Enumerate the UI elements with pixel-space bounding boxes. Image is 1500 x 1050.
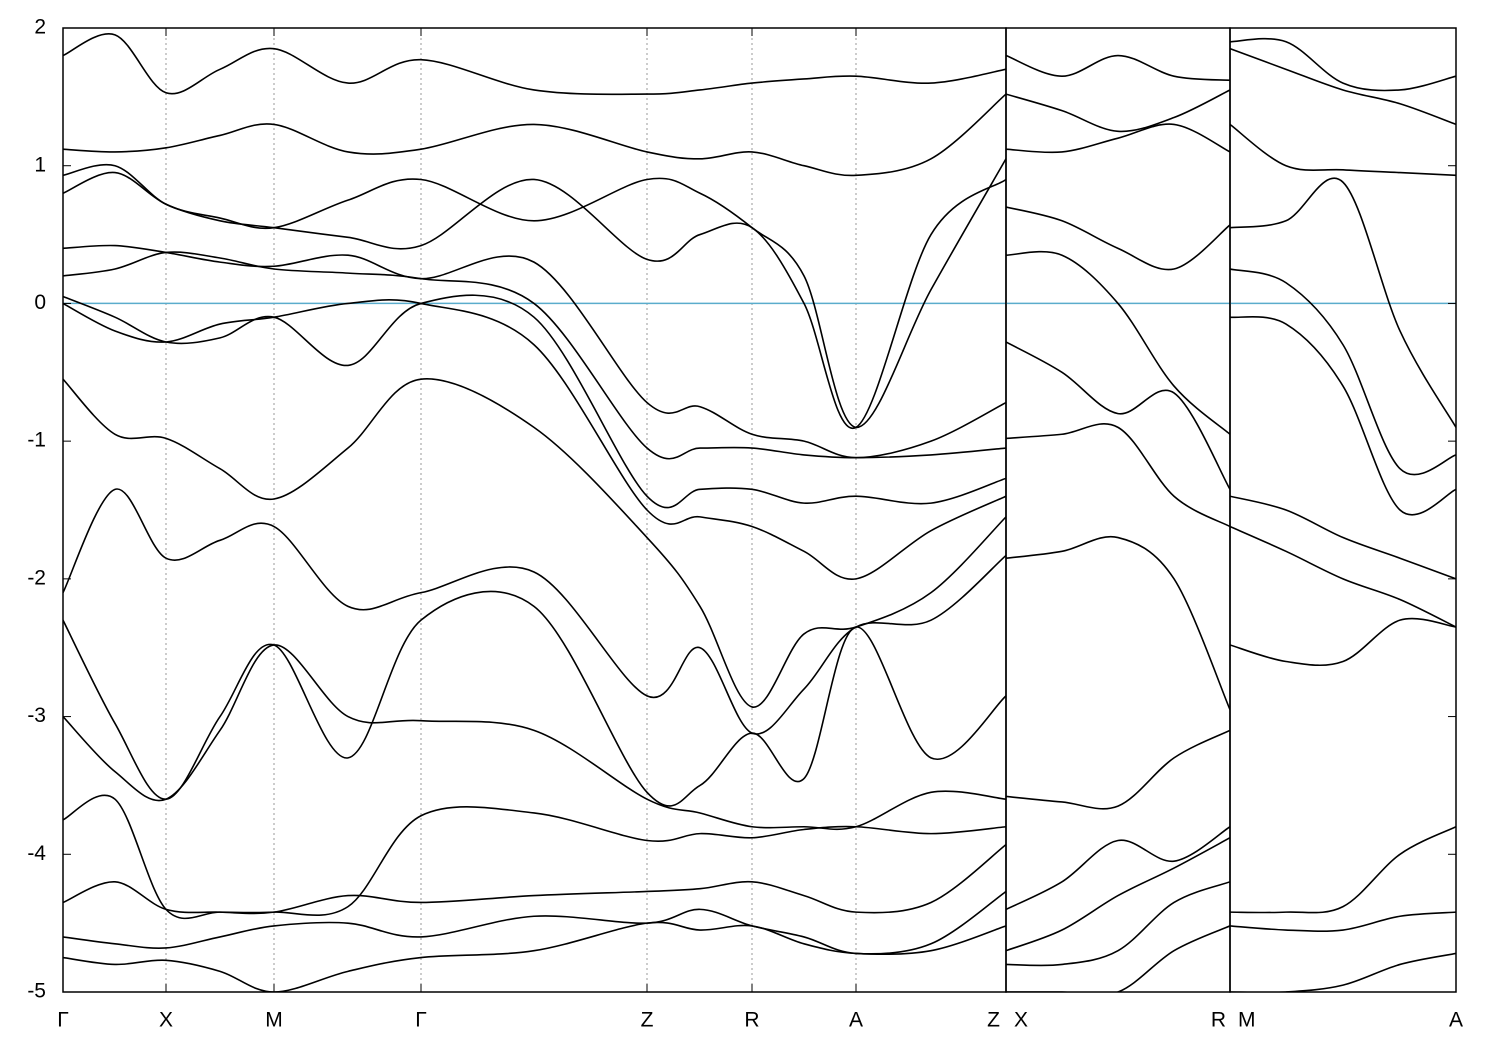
- band-line: [1230, 177, 1456, 428]
- x-tick-label: Z: [641, 1009, 654, 1032]
- x-tick-label: M: [265, 1009, 283, 1032]
- band-line: [63, 488, 1006, 735]
- band-line: [1230, 525, 1456, 628]
- band-line: [1006, 54, 1230, 82]
- band-line: [1230, 495, 1456, 580]
- x-tick-label: R: [1211, 1009, 1226, 1032]
- band-line: [63, 378, 1006, 708]
- band-line: [1006, 341, 1230, 490]
- band-line: [63, 244, 1006, 459]
- band-line: [1230, 617, 1456, 667]
- y-tick-label: -5: [27, 980, 46, 1003]
- x-tick-label: Γ: [57, 1009, 69, 1032]
- y-tick-label: -2: [27, 566, 46, 589]
- y-tick-label: 0: [34, 291, 46, 314]
- band-line: [1230, 268, 1456, 476]
- band-line: [63, 33, 1006, 96]
- band-line: [1006, 423, 1230, 528]
- bands: [1006, 54, 1230, 992]
- band-line: [63, 921, 1006, 992]
- x-tick-label: X: [1014, 1009, 1028, 1032]
- panel-frame: [1229, 27, 1457, 993]
- band-line: [1230, 315, 1456, 516]
- x-tick-label: M: [1238, 1009, 1256, 1032]
- band-line: [63, 171, 1006, 429]
- band-line: [1006, 89, 1230, 133]
- band-line: [63, 251, 1006, 460]
- y-tick-label: 2: [34, 16, 46, 39]
- panel-frame: [62, 27, 1007, 993]
- band-line: [1006, 729, 1230, 810]
- x-tick-label: X: [159, 1009, 173, 1032]
- band-line: [1006, 826, 1230, 911]
- band-line: [63, 890, 1006, 955]
- band-line: [1006, 535, 1230, 711]
- x-tick-label: Γ: [415, 1009, 427, 1032]
- band-line: [63, 590, 1006, 807]
- band-line: [1006, 925, 1230, 992]
- x-tick-label: A: [1449, 1009, 1463, 1032]
- band-line: [1006, 123, 1230, 154]
- band-line: [1230, 123, 1456, 177]
- y-tick-label: -4: [27, 842, 46, 865]
- band-line: [1230, 37, 1456, 92]
- x-tick-label: A: [849, 1009, 863, 1032]
- bands: [63, 33, 1006, 992]
- bands: [1230, 37, 1456, 992]
- band-line: [63, 93, 1006, 177]
- panel-frame: [1005, 27, 1231, 993]
- band-line: [1006, 250, 1230, 435]
- band-line: [63, 794, 1006, 920]
- band-line: [63, 644, 1006, 831]
- y-tick-label: -1: [27, 429, 46, 452]
- band-line: [1230, 47, 1456, 126]
- band-line: [1230, 911, 1456, 933]
- band-line: [1230, 826, 1456, 914]
- band-line: [1006, 881, 1230, 967]
- x-tick-label: Z: [987, 1009, 1000, 1032]
- band-line: [63, 158, 1006, 429]
- band-line: [63, 299, 1006, 580]
- band-line: [1006, 206, 1230, 271]
- x-tick-label: R: [744, 1009, 759, 1032]
- band-line: [1230, 952, 1456, 992]
- band-line: [63, 294, 1006, 509]
- band-line: [63, 844, 1006, 915]
- band-line: [1006, 837, 1230, 952]
- y-tick-label: -3: [27, 704, 46, 727]
- y-tick-label: 1: [34, 153, 46, 176]
